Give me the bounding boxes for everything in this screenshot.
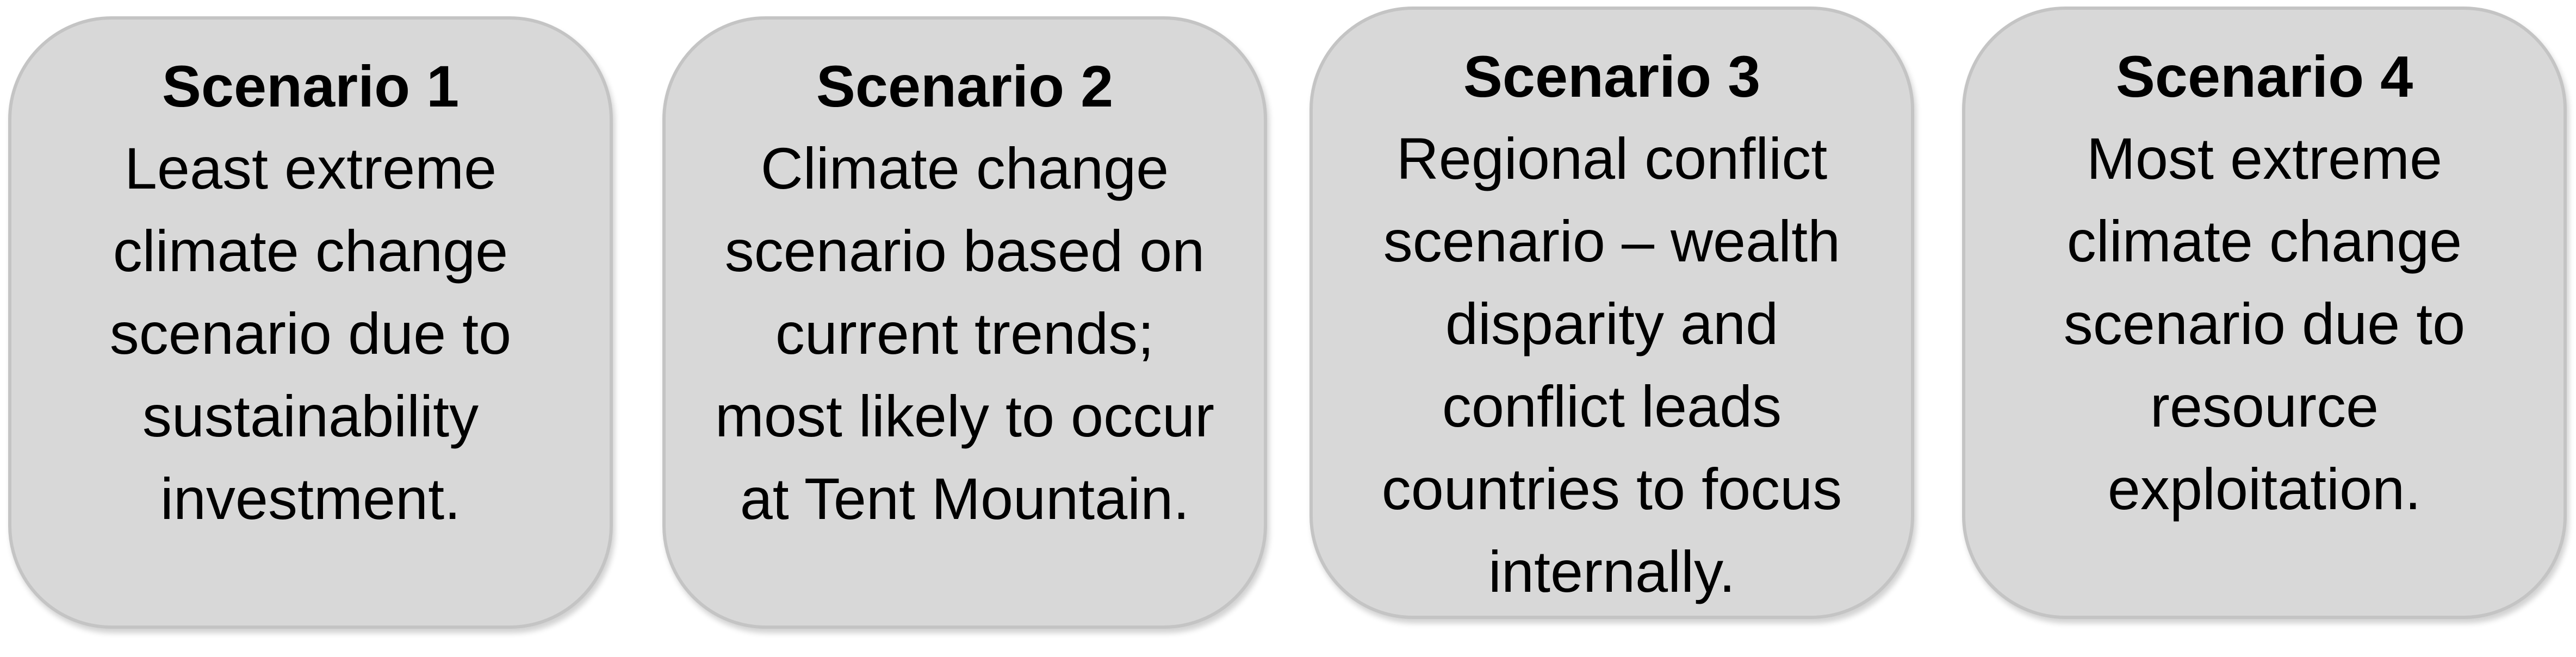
scenario-title: Scenario 2 xyxy=(816,53,1114,119)
scenario-title: Scenario 1 xyxy=(162,53,460,119)
scenario-title: Scenario 4 xyxy=(2115,43,2413,109)
scenario-card-2: Scenario 2 Climate change scenario based… xyxy=(662,16,1267,629)
scenario-card-1: Scenario 1 Least extreme climate change … xyxy=(8,16,613,629)
scenario-title: Scenario 3 xyxy=(1463,43,1761,109)
scenario-description: Least extreme climate change scenario du… xyxy=(109,135,512,531)
scenario-card-3: Scenario 3 Regional conflict scenario – … xyxy=(1309,7,1914,619)
scenario-description: Most extreme climate change scenario due… xyxy=(2063,126,2466,522)
scenario-description: Regional conflict scenario – wealth disp… xyxy=(1381,126,1842,604)
scenario-description: Climate change scenario based on current… xyxy=(715,135,1215,531)
scenario-card-4: Scenario 4 Most extreme climate change s… xyxy=(1962,7,2567,619)
